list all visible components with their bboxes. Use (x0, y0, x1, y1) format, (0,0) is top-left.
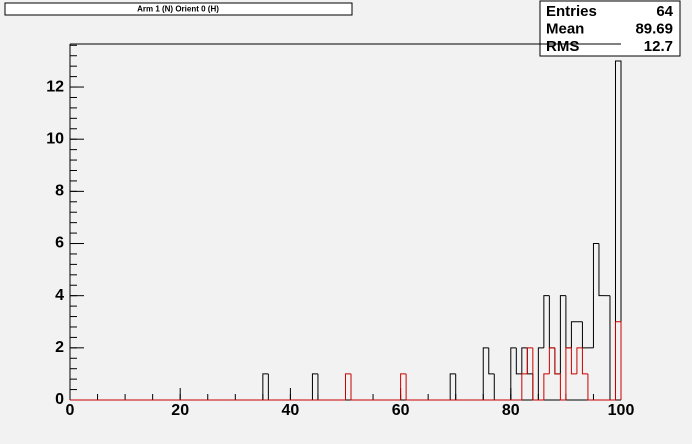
histogram-bin (581, 347, 588, 375)
x-tick-label: 40 (282, 402, 300, 419)
histogram-bin (537, 347, 544, 400)
y-tick-label: 12 (46, 78, 64, 95)
histogram-bin (598, 243, 605, 297)
histogram-bin (350, 373, 357, 401)
x-tick-label: 80 (502, 402, 520, 419)
histogram-bin (587, 373, 594, 401)
histogram-bin (345, 373, 352, 400)
histogram-bin (559, 295, 566, 374)
histogram-bin (565, 347, 572, 400)
chart-title: Arm 1 (N) Orient 0 (H) (137, 5, 219, 14)
histogram-bin (515, 347, 522, 375)
x-tick-label: 0 (66, 402, 75, 419)
histogram-bin (262, 373, 269, 400)
y-tick-label: 8 (55, 183, 64, 200)
histogram-bin (311, 373, 318, 400)
histogram-bin (526, 347, 533, 374)
histogram-bin (405, 373, 412, 401)
y-tick-label: 4 (55, 287, 64, 304)
stats-box (539, 0, 681, 57)
stat-label: Entries (546, 3, 597, 20)
histogram-bin (543, 295, 550, 348)
histogram-bin (488, 347, 495, 375)
histogram-bin (614, 60, 622, 400)
histogram-bin (614, 321, 622, 400)
histogram-bin (570, 347, 577, 375)
histogram-bin (521, 373, 528, 400)
histogram-bin (449, 373, 456, 400)
histogram-bin (592, 243, 599, 348)
histogram-bin (548, 347, 555, 374)
y-tick-label: 0 (55, 391, 64, 408)
histogram-bin (521, 347, 528, 374)
histogram-bin (576, 347, 583, 374)
histogram-bin (554, 347, 561, 375)
x-tick-label: 100 (608, 402, 635, 419)
y-tick-label: 10 (46, 130, 64, 147)
y-tick-label: 2 (55, 339, 64, 356)
histogram-bin (482, 347, 489, 400)
title-box (4, 2, 353, 16)
histogram-bin (570, 321, 577, 348)
histogram-bin (532, 347, 539, 401)
stat-value: 12.7 (644, 38, 673, 55)
stat-label: Mean (546, 20, 584, 37)
histogram-bin (400, 373, 407, 400)
stat-value: 89.69 (635, 20, 673, 37)
histogram-bin (543, 373, 550, 400)
x-tick-label: 20 (171, 402, 189, 419)
y-tick-label: 6 (55, 235, 64, 252)
stat-value: 64 (656, 3, 673, 20)
histogram-bin (510, 347, 517, 400)
x-tick-label: 60 (392, 402, 410, 419)
histogram-bin (559, 373, 566, 401)
stat-label: RMS (546, 38, 579, 55)
